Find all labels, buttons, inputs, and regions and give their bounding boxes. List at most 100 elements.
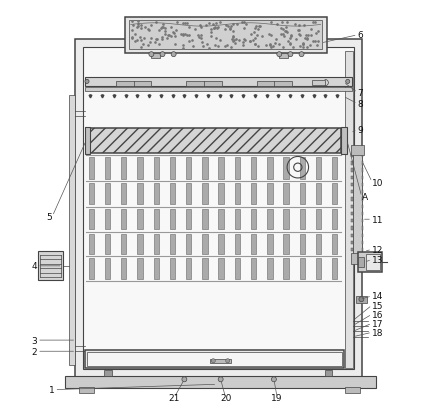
Text: 16: 16 — [372, 310, 384, 319]
Bar — [65, 376, 376, 388]
Bar — [362, 205, 363, 209]
Bar — [154, 259, 159, 279]
Circle shape — [182, 377, 187, 382]
Text: 19: 19 — [272, 394, 283, 402]
Bar — [356, 296, 367, 303]
Bar — [325, 370, 333, 376]
Bar — [86, 128, 341, 154]
Bar — [154, 184, 159, 205]
Bar — [38, 252, 62, 280]
Bar — [85, 78, 352, 87]
Bar — [362, 191, 363, 194]
Text: 8: 8 — [358, 100, 363, 109]
Bar — [267, 184, 272, 205]
Circle shape — [85, 80, 89, 84]
Bar — [351, 212, 353, 216]
Bar — [202, 209, 208, 230]
Bar — [235, 184, 240, 205]
Bar — [151, 53, 159, 59]
Text: 13: 13 — [372, 256, 384, 264]
Bar — [351, 249, 353, 252]
Bar — [85, 351, 345, 368]
Bar — [218, 157, 224, 179]
Bar — [351, 198, 353, 201]
Bar — [362, 198, 363, 201]
Bar — [362, 154, 363, 158]
Bar — [362, 249, 363, 252]
Bar — [218, 209, 224, 230]
Text: 1: 1 — [49, 385, 54, 394]
Bar — [284, 259, 289, 279]
Bar — [170, 157, 175, 179]
Bar — [351, 162, 353, 165]
Text: 15: 15 — [372, 301, 384, 310]
Bar — [154, 209, 159, 230]
Bar — [85, 128, 90, 154]
Bar — [186, 184, 191, 205]
Bar — [83, 48, 354, 369]
Bar — [105, 259, 110, 279]
Bar — [366, 255, 381, 270]
Bar — [351, 227, 353, 230]
Bar — [284, 157, 289, 179]
Bar — [79, 387, 93, 392]
Bar — [202, 259, 208, 279]
Bar — [267, 209, 272, 230]
Circle shape — [359, 297, 364, 302]
Bar — [89, 209, 94, 230]
Bar — [267, 234, 272, 254]
Bar — [87, 353, 342, 366]
Bar — [89, 234, 94, 254]
Bar — [284, 184, 289, 205]
Circle shape — [346, 80, 350, 84]
Bar — [362, 220, 363, 223]
Bar — [345, 387, 360, 392]
Text: 17: 17 — [372, 319, 384, 328]
Bar — [351, 254, 364, 264]
Bar — [89, 184, 94, 205]
Bar — [69, 95, 75, 365]
Bar — [351, 169, 353, 172]
Bar — [137, 209, 143, 230]
Bar — [351, 205, 353, 209]
Bar — [210, 359, 230, 363]
Bar — [235, 209, 240, 230]
Bar — [256, 81, 291, 86]
Bar — [316, 259, 321, 279]
Bar — [316, 209, 321, 230]
Bar — [358, 253, 382, 272]
Bar — [154, 157, 159, 179]
Circle shape — [288, 52, 293, 57]
Bar — [351, 191, 353, 194]
Bar — [362, 169, 363, 172]
Bar — [121, 209, 126, 230]
Bar — [75, 40, 362, 377]
Bar — [362, 183, 363, 187]
Text: 18: 18 — [372, 328, 384, 337]
Bar — [170, 184, 175, 205]
Circle shape — [277, 52, 282, 57]
Circle shape — [171, 52, 176, 57]
Circle shape — [225, 359, 230, 363]
Bar — [284, 209, 289, 230]
Bar — [362, 176, 363, 180]
Text: 3: 3 — [31, 336, 37, 345]
Bar — [235, 234, 240, 254]
Bar — [251, 157, 256, 179]
Bar — [362, 234, 363, 237]
Bar — [218, 259, 224, 279]
Bar — [105, 184, 110, 205]
Bar — [299, 234, 305, 254]
Bar — [105, 234, 110, 254]
Bar — [362, 241, 363, 244]
Bar — [351, 234, 353, 237]
Bar — [187, 81, 222, 86]
Bar — [358, 258, 364, 268]
Bar — [186, 234, 191, 254]
Bar — [332, 184, 338, 205]
Bar — [202, 184, 208, 205]
Bar — [137, 157, 143, 179]
Bar — [351, 241, 353, 244]
Bar — [316, 184, 321, 205]
Circle shape — [149, 52, 154, 57]
